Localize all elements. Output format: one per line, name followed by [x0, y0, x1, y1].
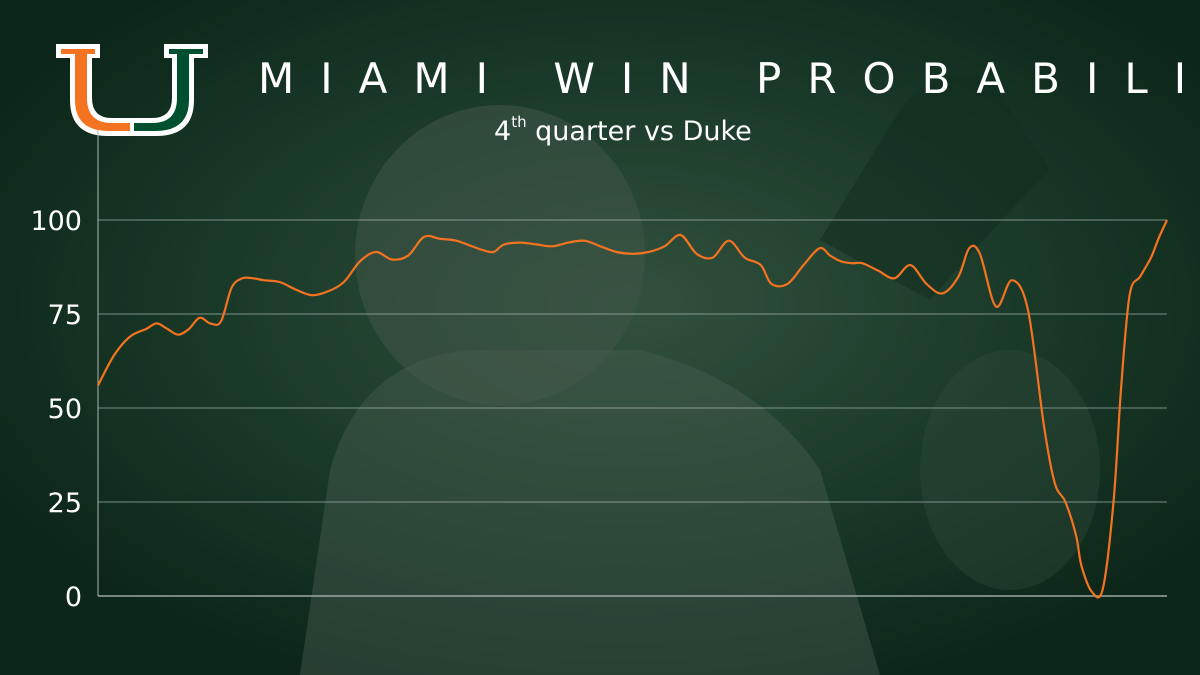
y-tick-label: 75 [48, 300, 82, 331]
miami-u-logo-icon [56, 44, 208, 136]
logo-right-half [134, 49, 203, 131]
y-tick-layer: 0 25 50 75 100 [30, 206, 82, 613]
series-layer [97, 219, 1169, 599]
subtitle-suffix: th [511, 113, 527, 131]
grid-layer [97, 130, 1167, 597]
logo-left-half [61, 49, 130, 131]
subtitle-ordinal: 4 [494, 116, 512, 147]
y-tick-label: 50 [48, 394, 82, 425]
y-tick-label: 25 [48, 488, 82, 519]
chart-subtitle: 4th quarter vs Duke [494, 115, 752, 147]
y-tick-label: 0 [65, 582, 82, 613]
chart-title: MIAMI WIN PROBABILITY [258, 54, 1200, 103]
win-probability-line [97, 219, 1169, 599]
subtitle-rest: quarter vs Duke [526, 116, 752, 147]
y-tick-label: 100 [30, 206, 82, 237]
